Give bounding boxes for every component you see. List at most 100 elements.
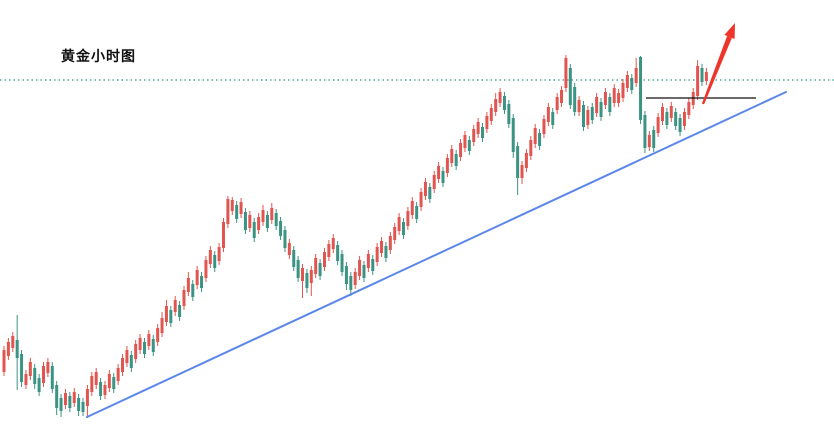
candle xyxy=(516,142,520,195)
candle-body xyxy=(358,260,362,276)
candle xyxy=(612,84,616,107)
candle-body xyxy=(485,116,489,129)
candle xyxy=(538,129,542,150)
candle xyxy=(555,93,559,114)
candle xyxy=(696,60,700,100)
candle-body xyxy=(546,107,550,122)
candle-body xyxy=(99,382,103,396)
candle-body xyxy=(375,247,379,262)
candle-body xyxy=(230,200,234,211)
candle-body xyxy=(388,236,392,250)
candle xyxy=(647,131,651,151)
candle xyxy=(90,372,94,396)
candle-body xyxy=(213,255,217,268)
candle-body xyxy=(516,146,520,178)
candle xyxy=(603,88,607,109)
candle-body xyxy=(112,377,116,389)
candle-body xyxy=(182,290,186,306)
candle xyxy=(481,123,485,142)
candle-body xyxy=(419,192,423,207)
candle xyxy=(340,250,344,276)
candle-body xyxy=(603,92,607,105)
candle xyxy=(327,240,331,261)
candle xyxy=(450,145,454,167)
candle-body xyxy=(327,244,331,257)
candle xyxy=(349,272,353,296)
candle-body xyxy=(502,96,506,110)
candle-body xyxy=(107,374,111,388)
candle-body xyxy=(450,149,454,163)
candle-body xyxy=(380,241,384,253)
candle-body xyxy=(287,243,291,255)
candle xyxy=(423,178,427,200)
candle xyxy=(700,64,704,86)
candle-body xyxy=(85,389,89,406)
candle xyxy=(344,262,348,290)
candle-body xyxy=(283,230,287,248)
candle-body xyxy=(560,90,564,103)
candle xyxy=(393,223,397,244)
candle-body xyxy=(309,270,313,283)
candle-body xyxy=(252,222,256,238)
candle-body xyxy=(630,78,634,90)
candle-body xyxy=(296,260,300,278)
candle-body xyxy=(322,252,326,267)
candle-body xyxy=(353,272,357,285)
candle-body xyxy=(643,115,647,148)
candle xyxy=(656,113,660,137)
candle-body xyxy=(164,306,168,322)
candle xyxy=(142,338,146,358)
candle-body xyxy=(467,140,471,151)
candle-body xyxy=(498,92,502,103)
candle-body xyxy=(507,104,511,124)
candle xyxy=(11,332,15,352)
candle-body xyxy=(222,222,225,248)
candle xyxy=(252,218,256,242)
candle xyxy=(665,108,669,129)
candle xyxy=(186,272,190,296)
candle xyxy=(274,209,278,230)
candle xyxy=(94,368,98,389)
candle xyxy=(380,237,384,257)
candle-body xyxy=(59,398,63,411)
candle-body xyxy=(472,129,476,142)
candle-body xyxy=(125,350,129,363)
candle xyxy=(292,246,296,271)
candle-body xyxy=(20,354,24,382)
candle-body xyxy=(704,72,708,81)
candle xyxy=(46,358,50,377)
candle-body xyxy=(678,118,682,132)
candle-body xyxy=(349,276,353,290)
candle xyxy=(507,100,511,128)
candle-body xyxy=(481,127,485,138)
candle-body xyxy=(590,107,594,120)
candle-body xyxy=(336,245,340,261)
candle-body xyxy=(129,355,133,368)
candle-body xyxy=(463,135,467,148)
candle xyxy=(586,106,590,129)
candle xyxy=(524,149,528,172)
candle xyxy=(138,334,142,354)
candle-body xyxy=(366,254,370,268)
candle-body xyxy=(432,175,436,189)
candle xyxy=(24,370,28,389)
candle-body xyxy=(612,88,616,103)
candle xyxy=(28,358,32,380)
candle xyxy=(577,96,581,116)
candle xyxy=(489,104,493,125)
candle xyxy=(226,196,230,228)
candle-body xyxy=(568,68,572,105)
candle-body xyxy=(68,396,72,408)
candle-body xyxy=(669,106,673,118)
candle xyxy=(6,338,10,360)
candle xyxy=(265,211,269,232)
candle xyxy=(279,217,283,240)
candle-body xyxy=(401,222,405,235)
candle xyxy=(261,205,265,226)
candle-body xyxy=(200,276,204,288)
candle-body xyxy=(318,263,322,276)
candle xyxy=(674,108,678,130)
candle-body xyxy=(279,221,283,236)
candle-body xyxy=(147,334,151,346)
candle-body xyxy=(248,215,252,228)
